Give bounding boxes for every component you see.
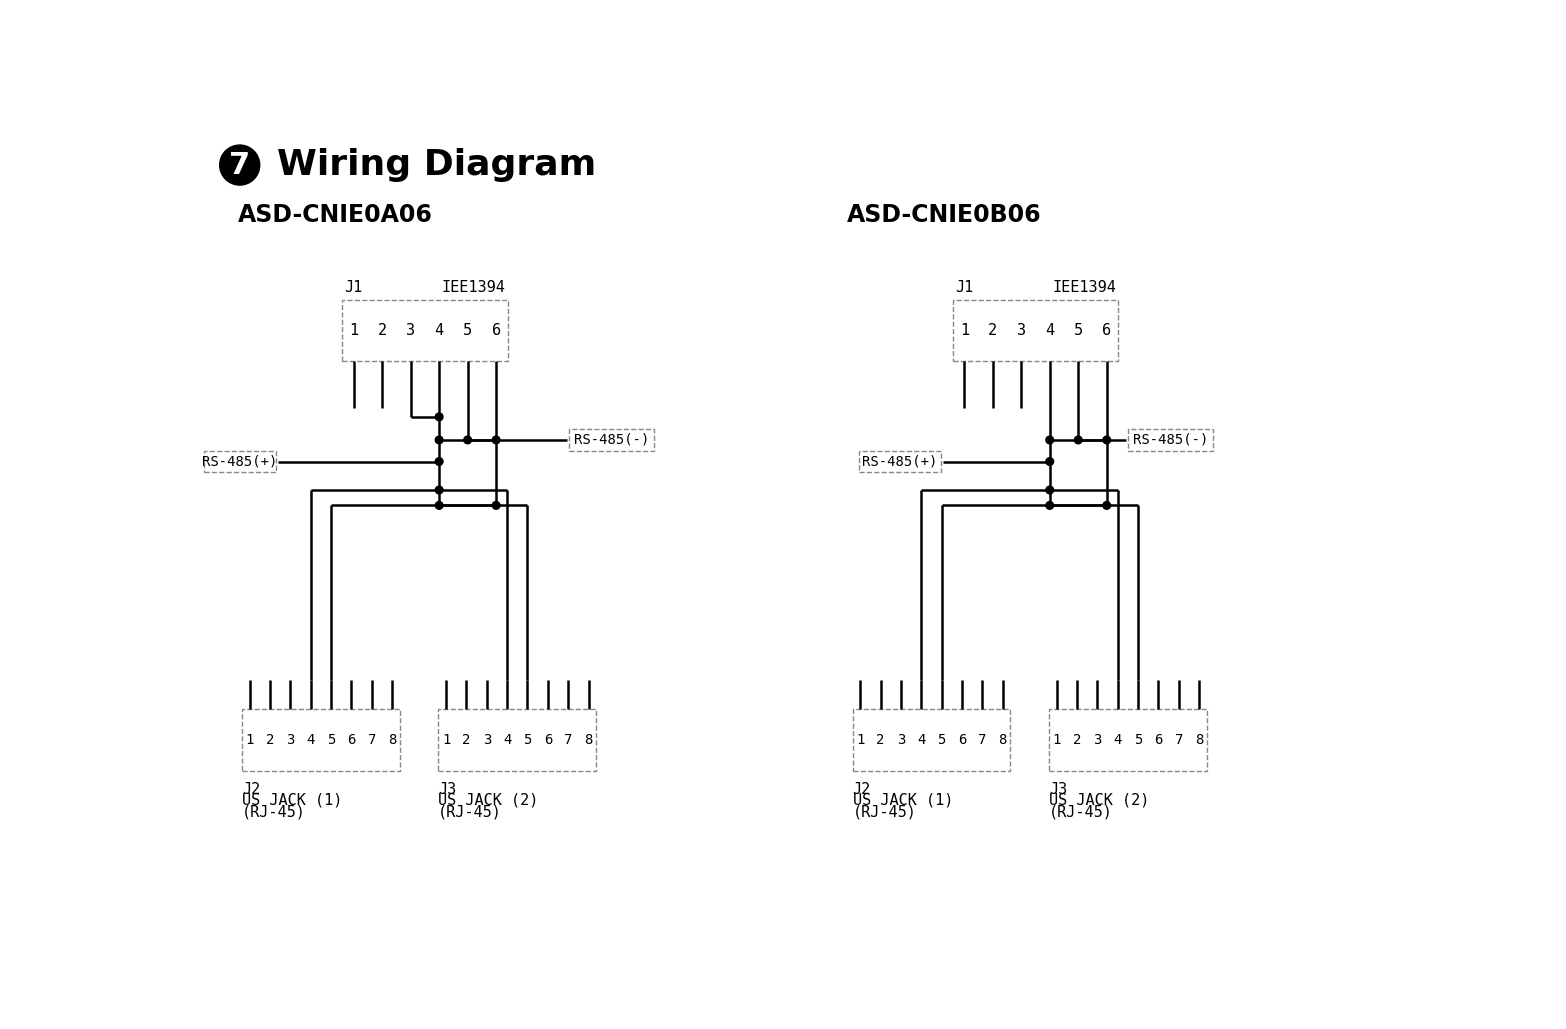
Circle shape <box>1046 458 1054 465</box>
Circle shape <box>435 436 443 443</box>
Text: ASD-CNIE0B06: ASD-CNIE0B06 <box>847 203 1041 227</box>
Text: 1: 1 <box>960 323 969 339</box>
Text: RS-485(-): RS-485(-) <box>1132 433 1209 447</box>
FancyBboxPatch shape <box>204 451 276 472</box>
Text: 1: 1 <box>857 734 864 747</box>
Text: US JACK (2): US JACK (2) <box>438 792 539 808</box>
Text: 5: 5 <box>327 734 335 747</box>
Text: 2: 2 <box>462 734 471 747</box>
Text: 5: 5 <box>1074 323 1082 339</box>
Text: J3: J3 <box>438 782 457 796</box>
Circle shape <box>1102 501 1110 509</box>
Text: 8: 8 <box>1195 734 1203 747</box>
Circle shape <box>435 458 443 465</box>
Text: 4: 4 <box>435 323 443 339</box>
Text: 6: 6 <box>543 734 551 747</box>
FancyBboxPatch shape <box>1128 429 1214 451</box>
Text: 5: 5 <box>523 734 531 747</box>
Text: 3: 3 <box>897 734 905 747</box>
Text: IEE1394: IEE1394 <box>1052 280 1117 295</box>
Bar <box>341 299 507 361</box>
Text: 5: 5 <box>464 323 473 339</box>
Text: 2: 2 <box>988 323 998 339</box>
FancyBboxPatch shape <box>570 429 655 451</box>
Text: (RJ-45): (RJ-45) <box>243 804 305 819</box>
Text: J2: J2 <box>243 782 260 796</box>
Text: J2: J2 <box>852 782 871 796</box>
Text: Wiring Diagram: Wiring Diagram <box>277 148 597 182</box>
Text: (RJ-45): (RJ-45) <box>438 804 503 819</box>
Circle shape <box>1046 486 1054 494</box>
Text: ASD-CNIE0A06: ASD-CNIE0A06 <box>238 203 434 227</box>
Text: 7: 7 <box>564 734 572 747</box>
Text: 5: 5 <box>1134 734 1142 747</box>
Text: US JACK (1): US JACK (1) <box>852 792 954 808</box>
Circle shape <box>492 436 500 443</box>
Circle shape <box>435 501 443 509</box>
Text: 4: 4 <box>1113 734 1121 747</box>
Text: 4: 4 <box>503 734 512 747</box>
Text: 3: 3 <box>1016 323 1026 339</box>
Circle shape <box>1046 436 1054 443</box>
Text: 8: 8 <box>584 734 592 747</box>
Text: 6: 6 <box>1154 734 1162 747</box>
Text: 3: 3 <box>1093 734 1101 747</box>
Text: 7: 7 <box>1174 734 1182 747</box>
Text: RS-485(-): RS-485(-) <box>573 433 650 447</box>
Text: 7: 7 <box>979 734 987 747</box>
Text: RS-485(+): RS-485(+) <box>202 455 277 468</box>
Text: 7: 7 <box>368 734 376 747</box>
Text: 4: 4 <box>918 734 926 747</box>
Text: 8: 8 <box>999 734 1007 747</box>
Text: 6: 6 <box>1102 323 1112 339</box>
Text: IEE1394: IEE1394 <box>442 280 506 295</box>
Text: 2: 2 <box>877 734 885 747</box>
Text: (RJ-45): (RJ-45) <box>1049 804 1113 819</box>
Text: 4: 4 <box>1045 323 1054 339</box>
Text: 1: 1 <box>246 734 254 747</box>
Text: 1: 1 <box>442 734 451 747</box>
Text: RS-485(+): RS-485(+) <box>863 455 938 468</box>
Bar <box>243 709 399 771</box>
Text: 3: 3 <box>287 734 294 747</box>
Circle shape <box>492 501 500 509</box>
Circle shape <box>435 413 443 421</box>
Text: 2: 2 <box>266 734 274 747</box>
Text: 7: 7 <box>229 150 251 179</box>
Text: 3: 3 <box>406 323 415 339</box>
Text: J3: J3 <box>1049 782 1066 796</box>
Text: 2: 2 <box>377 323 387 339</box>
Text: 3: 3 <box>482 734 492 747</box>
Text: 6: 6 <box>958 734 966 747</box>
Text: 1: 1 <box>1052 734 1060 747</box>
Text: 8: 8 <box>388 734 396 747</box>
Text: J1: J1 <box>345 280 363 295</box>
Text: 6: 6 <box>492 323 501 339</box>
Circle shape <box>1102 436 1110 443</box>
Text: 4: 4 <box>307 734 315 747</box>
Circle shape <box>1074 436 1082 443</box>
Bar <box>1049 709 1207 771</box>
Text: 5: 5 <box>938 734 946 747</box>
Text: 2: 2 <box>1073 734 1081 747</box>
FancyBboxPatch shape <box>858 451 941 472</box>
Bar <box>438 709 597 771</box>
Text: US JACK (1): US JACK (1) <box>243 792 343 808</box>
Circle shape <box>464 436 471 443</box>
Bar <box>952 299 1118 361</box>
Circle shape <box>435 486 443 494</box>
Text: J1: J1 <box>955 280 974 295</box>
Text: 6: 6 <box>348 734 355 747</box>
Circle shape <box>1046 501 1054 509</box>
Text: US JACK (2): US JACK (2) <box>1049 792 1149 808</box>
Bar <box>852 709 1010 771</box>
Text: (RJ-45): (RJ-45) <box>852 804 916 819</box>
Text: 1: 1 <box>349 323 359 339</box>
Circle shape <box>219 145 260 185</box>
